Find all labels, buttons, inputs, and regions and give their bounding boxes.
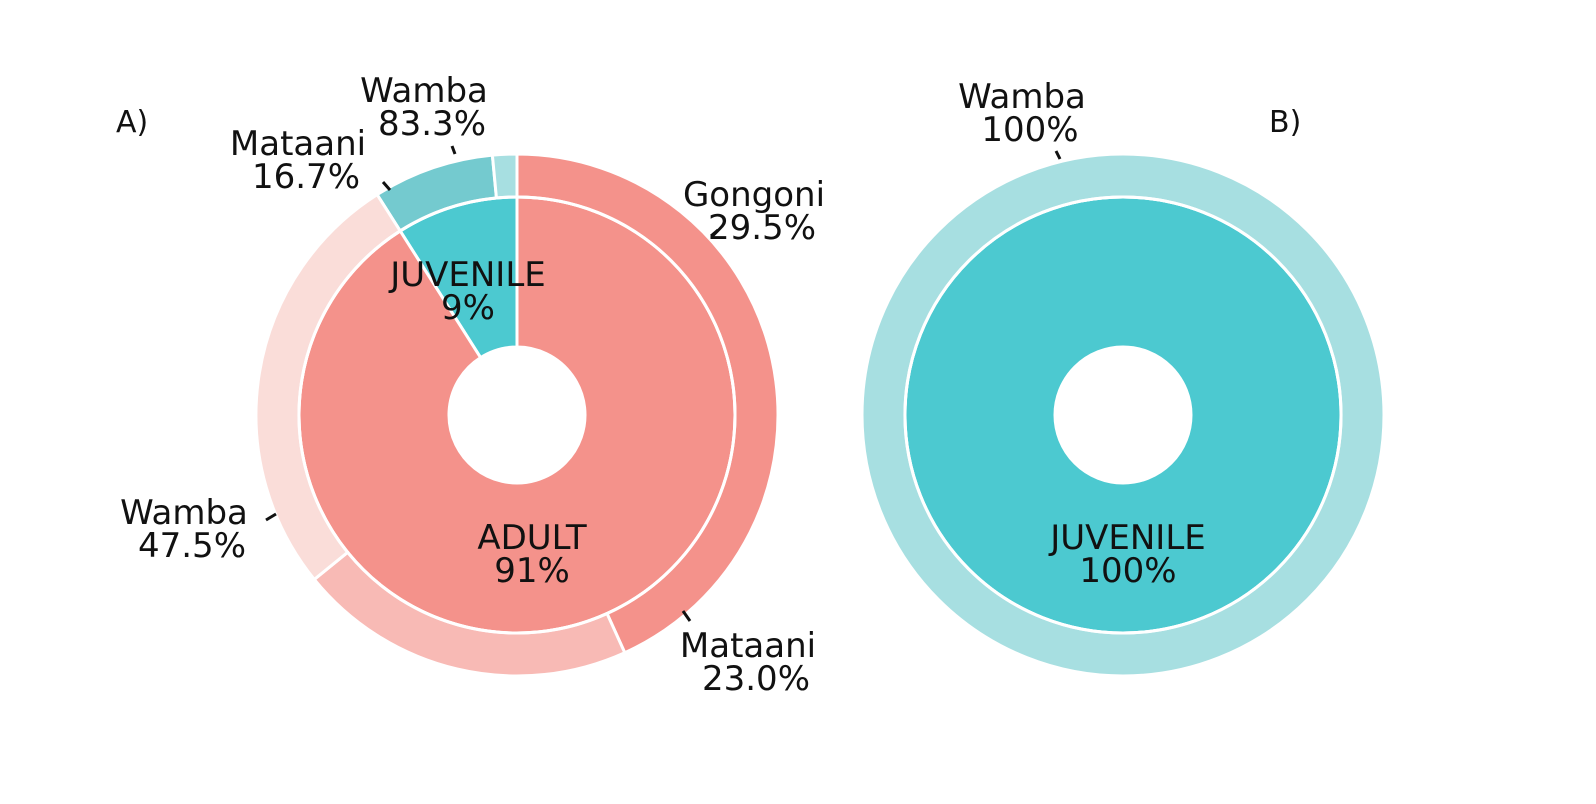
outer-value-adult-wamba: 47.5%	[138, 526, 246, 566]
outer-slice-juvenile-mataani	[490, 152, 519, 200]
outer-label-juvenile-wamba: Wamba	[958, 77, 1086, 117]
inner-label-juvenile: JUVENILE	[388, 255, 546, 295]
inner-label-juvenile: JUVENILE	[1048, 518, 1206, 558]
outer-label-adult-gongoni: Gongoni	[683, 175, 825, 215]
inner-value-adult: 91%	[494, 551, 570, 591]
leader-tick-juvenile-wamba	[1054, 150, 1062, 160]
panel-label-b: B)	[1269, 105, 1301, 140]
outer-label-adult-wamba: Wamba	[120, 493, 248, 533]
outer-value-juvenile-wamba: 83.3%	[378, 104, 486, 144]
inner-label-adult: ADULT	[477, 518, 587, 558]
inner-value-juvenile: 9%	[441, 288, 495, 328]
leader-tick-adult-wamba	[265, 512, 277, 522]
ring-separator	[903, 195, 1343, 635]
outer-label-juvenile-mataani: Mataani	[230, 124, 366, 164]
outer-value-juvenile-mataani: 16.7%	[252, 157, 360, 197]
donut-chart-a: JUVENILE9%ADULT91%Wamba83.3%Mataani16.7%…	[120, 71, 825, 699]
outer-label-juvenile-wamba: Wamba	[360, 71, 488, 111]
leader-tick-adult-gongoni	[710, 228, 719, 238]
leader-tick-juvenile-mataani	[381, 181, 392, 191]
outer-label-adult-mataani: Mataani	[680, 626, 816, 666]
outer-value-adult-mataani: 23.0%	[702, 659, 810, 699]
leader-tick-adult-mataani	[681, 610, 692, 622]
outer-value-adult-gongoni: 29.5%	[708, 208, 816, 248]
panel-label-a: A)	[116, 105, 148, 140]
outer-value-juvenile-wamba: 100%	[981, 110, 1078, 150]
leader-tick-juvenile-wamba	[450, 145, 457, 155]
ring-separator	[297, 195, 737, 635]
inner-value-juvenile: 100%	[1079, 551, 1176, 591]
